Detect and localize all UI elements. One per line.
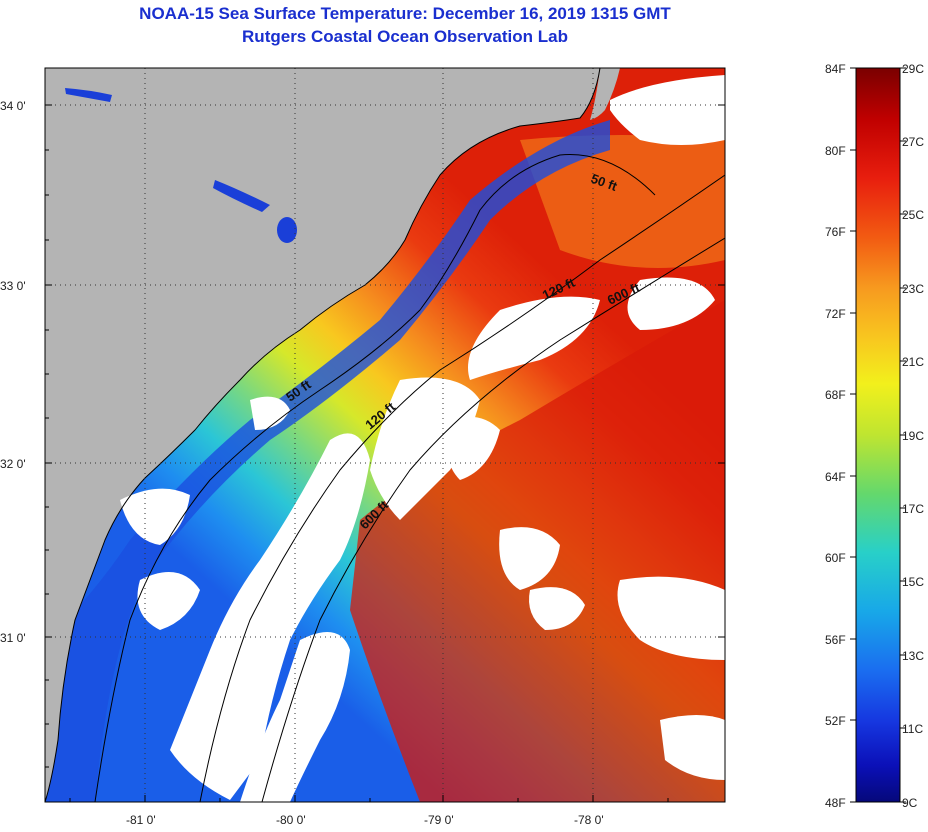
inland-lake xyxy=(65,88,112,102)
cbar-f-label-64: 64F xyxy=(825,470,846,484)
lon-label-81: -81 0' xyxy=(126,813,156,827)
cbar-c-label-29: 29C xyxy=(902,62,924,76)
cbar-c-label-13: 13C xyxy=(902,649,924,663)
cbar-c-label-23: 23C xyxy=(902,282,924,296)
lon-label-78: -78 0' xyxy=(574,813,604,827)
lon-label-80: -80 0' xyxy=(276,813,306,827)
colorbar xyxy=(855,67,901,803)
shoreline xyxy=(45,68,601,802)
cbar-f-label-48: 48F xyxy=(825,796,846,810)
map-title: NOAA-15 Sea Surface Temperature: Decembe… xyxy=(139,4,671,23)
cbar-f-label-68: 68F xyxy=(825,388,846,402)
map-frame xyxy=(44,67,726,803)
cbar-c-label-25: 25C xyxy=(902,208,924,222)
lat-label-34: 34 0' xyxy=(0,99,26,113)
cbar-c-label-9: 9C xyxy=(902,796,918,810)
lat-label-32: 32 0' xyxy=(0,457,26,471)
cbar-f-label-60: 60F xyxy=(825,551,846,565)
land-spit xyxy=(590,68,620,120)
lat-label-33: 33 0' xyxy=(0,279,26,293)
cbar-f-label-76: 76F xyxy=(825,225,846,239)
land-mass xyxy=(45,68,600,802)
lat-label-31: 31 0' xyxy=(0,631,26,645)
cbar-c-label-27: 27C xyxy=(902,135,924,149)
cbar-f-label-52: 52F xyxy=(825,714,846,728)
lon-label-79: -79 0' xyxy=(424,813,454,827)
cbar-c-label-21: 21C xyxy=(902,355,924,369)
cbar-c-label-11: 11C xyxy=(902,722,923,736)
map-subtitle: Rutgers Coastal Ocean Observation Lab xyxy=(242,27,568,46)
lake-marion xyxy=(277,217,297,243)
graticule xyxy=(45,68,725,802)
cloud-cover xyxy=(120,75,725,802)
warm-north xyxy=(520,135,725,268)
map-area xyxy=(45,68,725,802)
cbar-c-label-17: 17C xyxy=(902,502,924,516)
cbar-f-label-72: 72F xyxy=(825,307,846,321)
axis-ticks xyxy=(45,104,725,802)
cold-nearshore xyxy=(45,120,610,802)
lake-moultrie xyxy=(213,180,270,212)
colorbar-ticks xyxy=(850,67,906,803)
cbar-c-label-19: 19C xyxy=(902,429,924,443)
contour-600ft xyxy=(261,237,725,802)
cbar-f-label-56: 56F xyxy=(825,633,846,647)
cbar-c-label-15: 15C xyxy=(902,575,924,589)
cbar-f-label-80: 80F xyxy=(825,144,846,158)
cbar-f-label-84: 84F xyxy=(825,62,846,76)
contour-50ft xyxy=(94,154,656,802)
contour-120ft xyxy=(199,174,725,802)
